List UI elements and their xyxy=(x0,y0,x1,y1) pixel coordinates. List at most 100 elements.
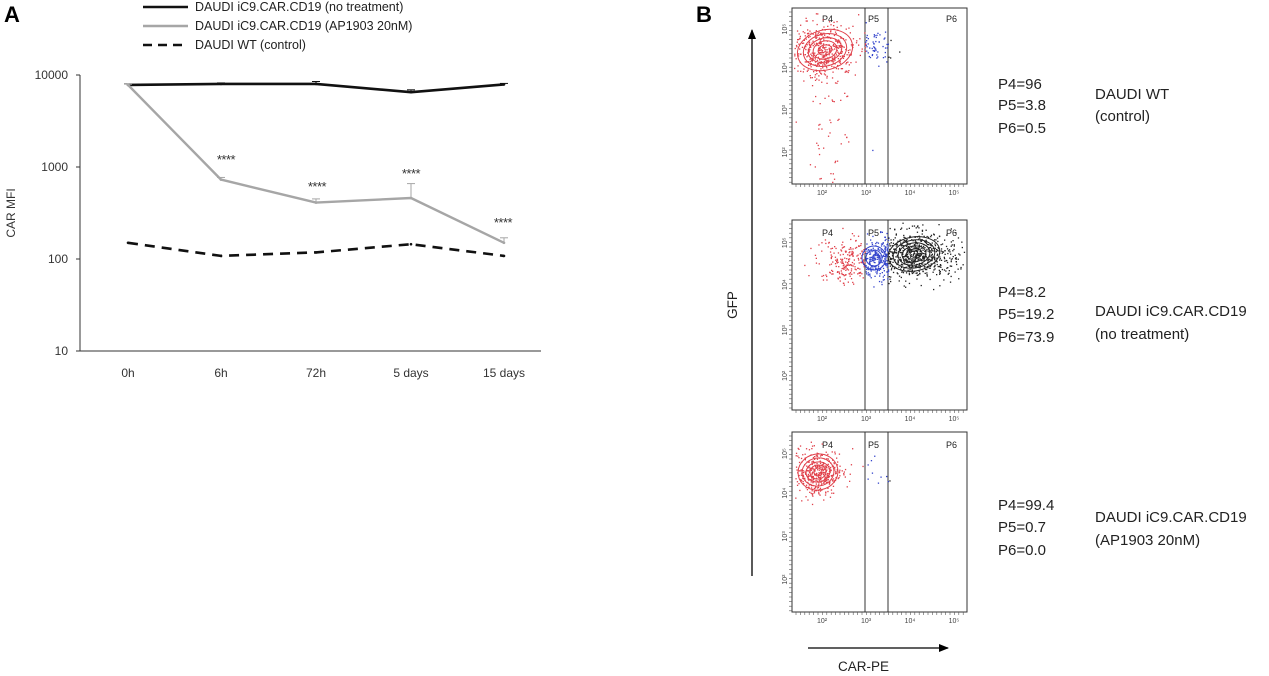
x-tick-label: 72h xyxy=(306,366,326,380)
event-dot xyxy=(797,447,799,450)
significance-5days: **** xyxy=(402,166,421,181)
event-dot xyxy=(817,486,820,489)
event-dot xyxy=(832,485,835,487)
event-dot xyxy=(878,260,880,262)
event-dot xyxy=(869,275,871,277)
event-dot xyxy=(929,246,932,249)
event-dot xyxy=(880,245,883,247)
event-dot xyxy=(873,257,875,259)
gate-label-p6: P6 xyxy=(946,228,957,238)
event-dot xyxy=(888,252,890,255)
event-dot xyxy=(886,249,889,251)
event-dot xyxy=(936,237,939,239)
event-dot xyxy=(818,128,820,130)
event-dot xyxy=(890,276,892,278)
event-dot xyxy=(874,255,876,257)
event-dot xyxy=(796,41,798,43)
event-dot xyxy=(823,26,825,28)
event-dot xyxy=(931,248,933,250)
density-contour xyxy=(812,40,838,60)
event-dot xyxy=(841,258,844,260)
event-dot xyxy=(939,272,941,275)
event-dot xyxy=(825,57,827,60)
event-dot xyxy=(882,57,885,59)
event-dot xyxy=(799,489,801,492)
event-dot xyxy=(820,484,823,486)
event-dot xyxy=(858,262,860,264)
event-dot xyxy=(825,62,828,64)
event-dot xyxy=(832,45,834,47)
event-dot xyxy=(809,469,811,471)
event-dot xyxy=(950,253,952,255)
event-dot xyxy=(829,481,831,483)
event-dot xyxy=(859,38,861,40)
event-dot xyxy=(898,266,900,268)
event-dot xyxy=(873,266,876,268)
event-dot xyxy=(798,470,800,472)
event-dot xyxy=(833,492,835,494)
event-dot xyxy=(816,73,818,75)
event-dot xyxy=(857,267,859,270)
event-dot xyxy=(811,490,813,492)
event-dot xyxy=(873,36,875,38)
event-dot xyxy=(955,261,957,263)
event-dot xyxy=(876,258,878,260)
event-dot xyxy=(827,476,830,479)
event-dot xyxy=(919,253,921,255)
event-dot xyxy=(811,479,813,481)
event-dot xyxy=(811,475,814,478)
event-dot xyxy=(828,482,831,484)
event-dot xyxy=(823,62,825,65)
data-point xyxy=(502,254,506,258)
event-dot xyxy=(795,466,798,468)
event-dot xyxy=(950,241,952,243)
event-dot xyxy=(820,471,822,473)
event-dot xyxy=(936,254,938,256)
event-dot xyxy=(823,468,825,470)
event-dot xyxy=(850,53,852,55)
event-dot xyxy=(848,254,851,257)
event-dot xyxy=(949,257,951,259)
event-dot xyxy=(845,266,847,268)
density-contour xyxy=(802,33,848,67)
event-dot xyxy=(889,278,891,280)
event-dot xyxy=(839,469,841,471)
event-dot xyxy=(825,51,828,53)
stat-p6: P6=0.5 xyxy=(998,120,1046,137)
event-dot xyxy=(820,34,822,36)
event-dot xyxy=(947,250,950,252)
event-dot xyxy=(811,85,814,87)
event-dot xyxy=(905,286,907,288)
event-dot xyxy=(937,240,939,243)
event-dot xyxy=(813,490,815,493)
event-dot xyxy=(886,43,888,46)
event-dot xyxy=(941,268,943,271)
event-dot xyxy=(886,256,888,258)
event-dot xyxy=(882,45,884,48)
event-dot xyxy=(810,66,812,68)
event-dot xyxy=(877,32,879,34)
event-dot xyxy=(896,244,899,246)
event-dot xyxy=(821,56,824,58)
event-dot xyxy=(912,240,914,242)
event-dot xyxy=(835,473,837,475)
event-dot xyxy=(916,274,918,276)
event-dot xyxy=(950,228,952,230)
event-dot xyxy=(951,244,953,246)
event-dot xyxy=(827,36,829,38)
event-dot xyxy=(894,259,896,261)
stat-p5: P5=3.8 xyxy=(998,97,1046,114)
event-dot xyxy=(906,228,908,230)
event-dot xyxy=(886,266,888,268)
x-tick-label: 10⁵ xyxy=(949,416,960,423)
event-dot xyxy=(860,243,862,245)
event-dot xyxy=(834,45,836,48)
event-dot xyxy=(832,173,834,175)
event-dot xyxy=(797,455,799,457)
event-dot xyxy=(921,230,924,232)
event-dot xyxy=(831,53,833,55)
event-dot xyxy=(874,251,876,253)
event-dot xyxy=(823,465,825,467)
event-dot xyxy=(833,60,835,62)
event-dot xyxy=(834,161,836,164)
